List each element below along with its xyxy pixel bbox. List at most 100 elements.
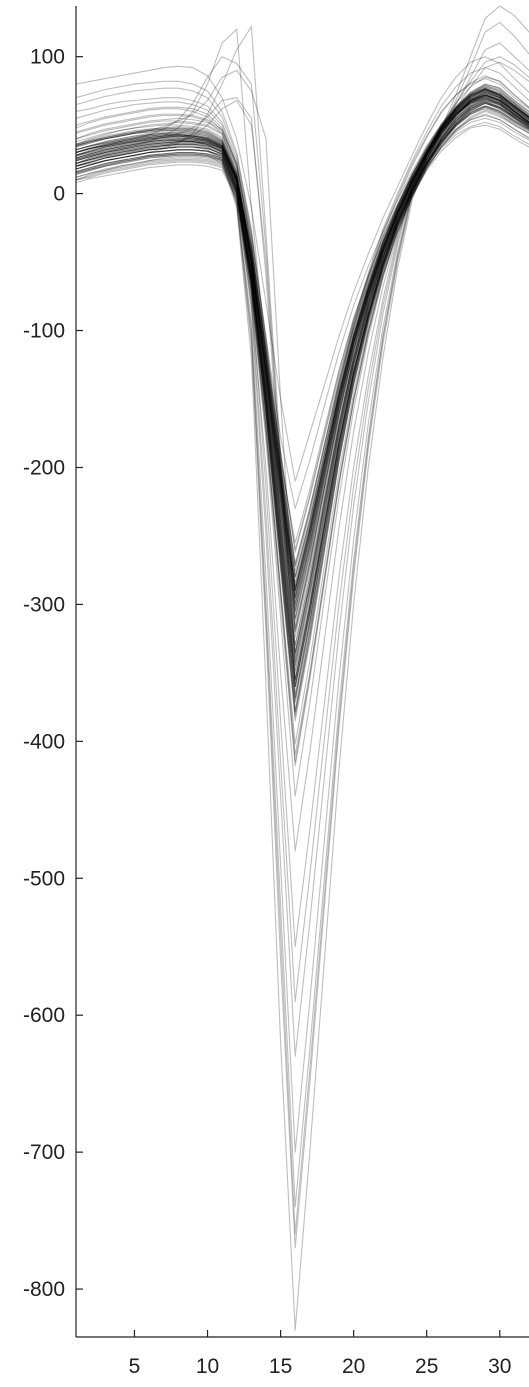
trace-line-15 xyxy=(75,98,529,564)
trace-line-45 xyxy=(75,105,529,688)
trace-line-20 xyxy=(75,94,529,608)
trace-line-11 xyxy=(75,102,529,681)
y-tick-label: -800 xyxy=(23,1278,65,1301)
trace-line-31 xyxy=(75,94,529,605)
trace-line-54 xyxy=(75,56,529,482)
trace-line-4 xyxy=(75,108,529,653)
trace-line-81 xyxy=(75,121,529,712)
trace-line-83 xyxy=(75,94,529,544)
trace-line-25 xyxy=(75,102,529,699)
trace-line-73 xyxy=(75,42,529,592)
trace-line-35 xyxy=(75,106,529,718)
trace-line-74 xyxy=(75,21,529,603)
trace-line-10 xyxy=(75,95,529,627)
trace-line-53 xyxy=(75,88,529,592)
trace-line-22 xyxy=(75,93,529,594)
x-tick-label: 5 xyxy=(129,1355,141,1378)
trace-line-64 xyxy=(75,91,529,667)
trace-line-2 xyxy=(75,91,529,715)
trace-line-51 xyxy=(75,78,529,578)
trace-line-26 xyxy=(75,83,529,553)
trace-line-44 xyxy=(75,88,529,584)
trace-line-70 xyxy=(75,88,529,1235)
trace-line-58 xyxy=(75,87,529,589)
trace-line-75 xyxy=(75,5,529,612)
trace-line-43 xyxy=(75,94,529,605)
trace-line-71 xyxy=(75,88,529,1003)
axes-group xyxy=(75,6,529,1338)
trace-line-8 xyxy=(75,88,529,551)
trace-line-61 xyxy=(75,25,529,653)
y-tick-label: 0 xyxy=(53,183,65,206)
x-tick-label: 20 xyxy=(342,1355,365,1378)
traces-group xyxy=(75,5,529,1331)
trace-line-5 xyxy=(75,95,529,619)
trace-line-80 xyxy=(75,124,529,767)
trace-line-50 xyxy=(75,94,529,611)
trace-line-67 xyxy=(75,87,529,1208)
trace-line-14 xyxy=(75,101,529,722)
y-tick-label: -700 xyxy=(23,1141,65,1164)
trace-line-23 xyxy=(75,110,529,852)
trace-line-79 xyxy=(75,117,529,745)
trace-line-47 xyxy=(75,101,529,682)
trace-line-28 xyxy=(75,95,529,622)
x-ticks-group: 5 10 15 20 25 30 xyxy=(129,1330,511,1378)
x-tick-label: 30 xyxy=(488,1355,511,1378)
trace-line-72 xyxy=(75,88,529,948)
trace-line-77 xyxy=(75,61,529,630)
trace-line-68 xyxy=(75,87,529,1153)
trace-line-21 xyxy=(75,99,529,688)
y-tick-label: -200 xyxy=(23,456,65,479)
trace-line-24 xyxy=(75,94,529,600)
trace-line-13 xyxy=(75,86,529,567)
trace-line-55 xyxy=(75,86,529,586)
trace-line-49 xyxy=(75,102,529,699)
trace-line-59 xyxy=(75,28,529,681)
trace-line-65 xyxy=(75,90,529,1331)
trace-line-62 xyxy=(75,69,529,633)
trace-line-32 xyxy=(75,101,529,694)
trace-line-27 xyxy=(75,105,529,712)
trace-line-60 xyxy=(75,56,529,660)
y-tick-label: -100 xyxy=(23,320,65,343)
y-tick-label: -400 xyxy=(23,730,65,753)
trace-line-69 xyxy=(75,87,529,1057)
trace-line-18 xyxy=(75,91,529,592)
trace-line-30 xyxy=(75,109,529,763)
trace-line-63 xyxy=(75,91,529,688)
trace-line-56 xyxy=(75,90,529,599)
trace-line-3 xyxy=(75,97,529,633)
x-tick-label: 15 xyxy=(269,1355,292,1378)
trace-line-33 xyxy=(75,93,529,592)
trace-line-78 xyxy=(75,90,529,657)
trace-line-12 xyxy=(75,93,529,599)
trace-line-48 xyxy=(75,98,529,647)
y-tick-label: -600 xyxy=(23,1004,65,1027)
trace-line-29 xyxy=(75,99,529,671)
trace-line-84 xyxy=(75,94,529,510)
trace-line-76 xyxy=(75,56,529,589)
y-ticks-group: 100 0 -100 -200 -300 -400 -500 -600 -700 -800 xyxy=(23,46,83,1301)
trace-line-46 xyxy=(75,94,529,597)
trace-line-82 xyxy=(75,114,529,688)
trace-line-52 xyxy=(75,67,529,567)
trace-line-19 xyxy=(75,106,529,701)
trace-line-16 xyxy=(75,105,529,647)
trace-line-6 xyxy=(75,113,529,756)
trace-line-41 xyxy=(75,105,529,704)
trace-line-39 xyxy=(75,90,529,578)
trace-line-42 xyxy=(75,99,529,666)
trace-line-7 xyxy=(75,97,529,578)
trace-line-38 xyxy=(75,98,529,655)
y-tick-label: 100 xyxy=(30,46,65,69)
x-tick-label: 10 xyxy=(196,1355,219,1378)
y-tick-label: -300 xyxy=(23,593,65,616)
trace-line-37 xyxy=(75,101,529,681)
y-tick-label: -500 xyxy=(23,867,65,890)
trace-line-17 xyxy=(75,98,529,663)
trace-line-40 xyxy=(75,95,529,619)
trace-line-1 xyxy=(75,97,529,674)
trace-line-36 xyxy=(75,94,529,614)
